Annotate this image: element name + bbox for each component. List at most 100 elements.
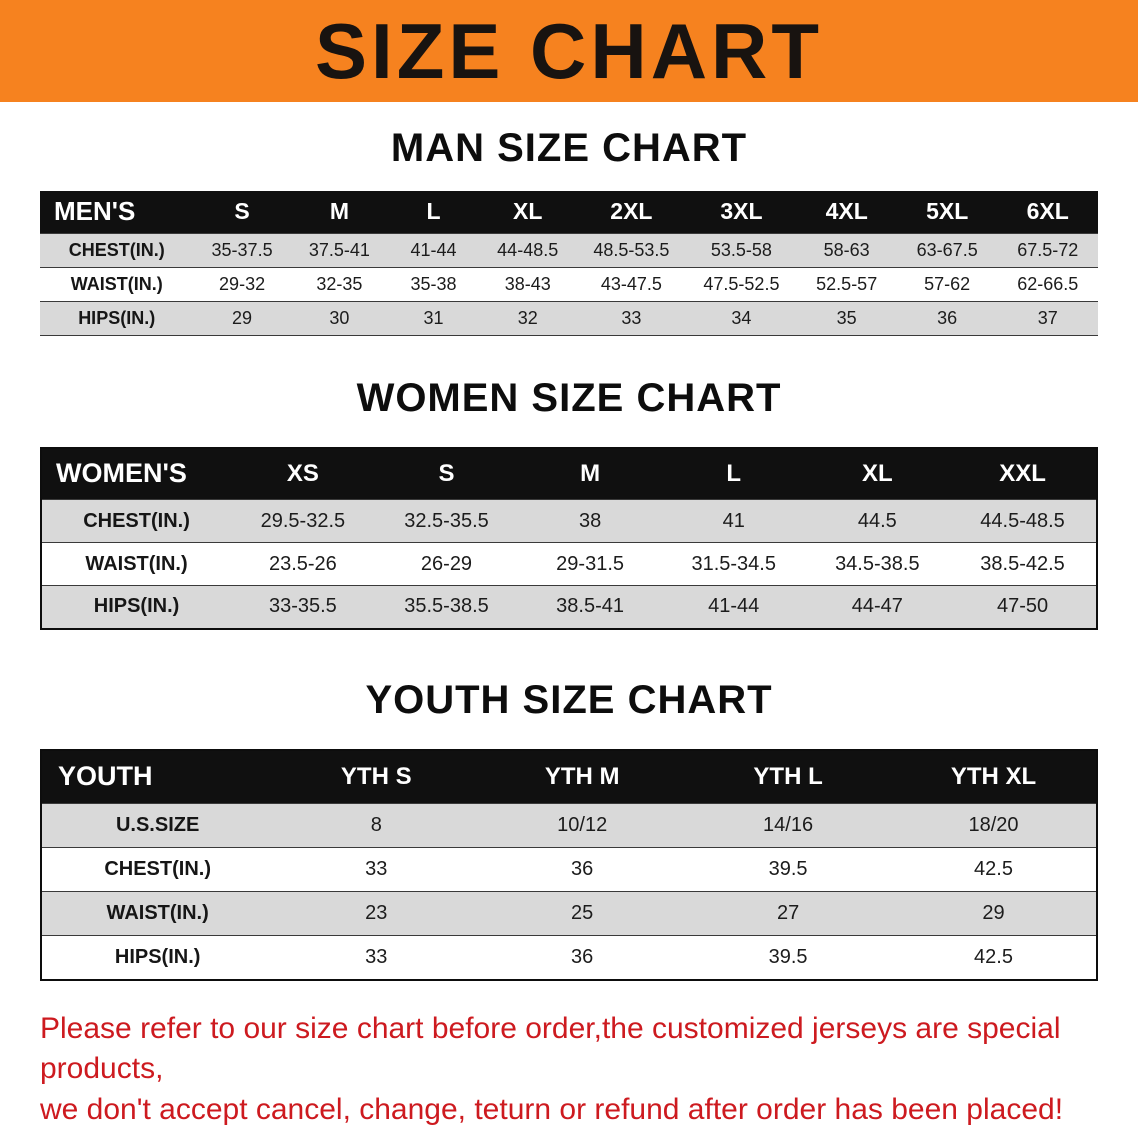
size-cell: 58-63 [823,239,870,260]
row-label: WAIST(IN.) [106,902,209,924]
footer-note-line1: Please refer to our size chart before or… [40,1011,1061,1086]
size-cell: 14/16 [763,814,814,836]
row-label: HIPS(IN.) [78,307,156,328]
women-section-heading: WOMEN SIZE CHART [356,375,782,420]
size-cell: 41-44 [410,239,457,260]
size-cell: 23.5-26 [268,552,337,575]
column-header: XXL [949,447,1097,500]
column-header: S [374,447,519,500]
size-cell: 35.5-38.5 [404,595,489,618]
size-cell: 36 [571,945,594,968]
column-header: 5XL [896,191,998,233]
footer-note: Please refer to our size chart before or… [40,1009,1110,1131]
row-label: HIPS(IN.) [114,945,201,968]
youth-size-table: YOUTH YTH S YTH M YTH L YTH XL U.S.SIZE … [40,748,1098,981]
table-row: WAIST(IN.) 23.5-26 26-29 29-31.5 31.5-34… [41,542,1097,586]
size-cell: 31 [423,307,444,328]
table-header-row: MEN'S S M L XL 2XL 3XL 4XL 5XL 6XL [40,191,1098,233]
table-header-row: YOUTH YTH S YTH M YTH L YTH XL [41,749,1097,804]
size-cell: 29 [232,307,253,328]
column-header: YTH S [273,749,480,804]
size-cell: 29 [982,902,1005,924]
size-cell: 42.5 [974,945,1013,968]
table-row: WAIST(IN.) 23 25 27 29 [41,891,1097,936]
table-row: U.S.SIZE 8 10/12 14/16 18/20 [41,803,1097,848]
banner: SIZE CHART [0,0,1138,102]
size-cell: 44-48.5 [497,239,559,260]
table-row: HIPS(IN.) 33-35.5 35.5-38.5 38.5-41 41-4… [41,585,1097,629]
size-cell: 43-47.5 [600,273,662,294]
size-cell: 38-43 [504,273,551,294]
size-cell: 63-67.5 [916,239,978,260]
column-header: XL [479,191,577,233]
table-header-row: WOMEN'S XS S M L XL XXL [41,447,1097,500]
size-cell: 18/20 [968,814,1019,836]
size-cell: 32 [517,307,538,328]
size-cell: 53.5-58 [710,239,772,260]
men-table-header: MEN'S S M L XL 2XL 3XL 4XL 5XL 6XL [40,191,1098,233]
size-cell: 35-37.5 [211,239,273,260]
size-cell: 29.5-32.5 [260,509,346,532]
size-cell: 35 [836,307,857,328]
size-cell: 47.5-52.5 [703,273,780,294]
row-label: WAIST(IN.) [85,552,188,575]
column-header: L [661,447,806,500]
size-cell: 34.5-38.5 [835,552,920,575]
size-cell: 62-66.5 [1017,273,1079,294]
size-cell: 36 [571,858,594,880]
size-cell: 41 [722,509,745,532]
column-header: L [388,191,480,233]
women-size-table: WOMEN'S XS S M L XL XXL CHEST(IN.) 29.5-… [40,446,1098,630]
men-table-label: MEN'S [40,191,194,233]
column-header: YTH M [479,749,686,804]
size-cell: 27 [776,902,800,924]
size-cell: 34 [731,307,752,328]
size-cell: 67.5-72 [1017,239,1079,260]
men-size-table: MEN'S S M L XL 2XL 3XL 4XL 5XL 6XL CHEST… [40,191,1098,336]
column-header: YTH XL [891,749,1097,804]
size-cell: 38.5-42.5 [980,552,1065,575]
size-cell: 36 [937,307,958,328]
size-cell: 37 [1037,307,1058,328]
size-cell: 44-47 [851,595,903,618]
table-row: CHEST(IN.) 33 36 39.5 42.5 [41,847,1097,892]
size-cell: 30 [329,307,350,328]
size-cell: 42.5 [974,858,1013,880]
table-row: HIPS(IN.) 33 36 39.5 42.5 [41,935,1097,980]
size-cell: 31.5-34.5 [691,552,776,575]
size-cell: 37.5-41 [308,239,370,260]
size-cell: 25 [571,902,594,924]
row-label: U.S.SIZE [115,814,200,836]
table-row: CHEST(IN.) 29.5-32.5 32.5-35.5 38 41 44.… [41,499,1097,543]
size-cell: 29-32 [219,273,266,294]
column-header: 6XL [997,191,1098,233]
size-cell: 26-29 [420,552,473,575]
size-cell: 44.5-48.5 [980,509,1065,532]
size-cell: 33 [365,858,388,880]
row-label: CHEST(IN.) [104,858,211,880]
size-cell: 52.5-57 [816,273,878,294]
row-label: CHEST(IN.) [83,509,190,532]
row-label: HIPS(IN.) [93,595,180,618]
column-header: 2XL [576,191,687,233]
men-section-heading: MAN SIZE CHART [390,126,748,170]
youth-table-label: YOUTH [41,749,274,804]
size-cell: 48.5-53.5 [593,239,670,260]
youth-table-header: YOUTH YTH S YTH M YTH L YTH XL [41,749,1097,804]
column-header: YTH L [685,749,892,804]
column-header: S [193,191,291,233]
size-cell: 39.5 [768,945,808,968]
size-cell: 47-50 [996,595,1049,618]
size-cell: 33 [621,307,642,328]
size-cell: 44.5 [857,509,897,532]
row-label: WAIST(IN.) [70,273,163,294]
women-table-label: WOMEN'S [41,447,232,500]
column-header: 3XL [686,191,797,233]
size-cell: 33 [365,945,388,968]
size-cell: 32.5-35.5 [404,509,489,532]
size-cell: 32-35 [316,273,363,294]
row-label: CHEST(IN.) [68,239,165,260]
size-cell: 38 [578,509,602,532]
table-row: WAIST(IN.) 29-32 32-35 35-38 38-43 43-47… [40,267,1098,301]
column-header: XS [231,447,375,500]
